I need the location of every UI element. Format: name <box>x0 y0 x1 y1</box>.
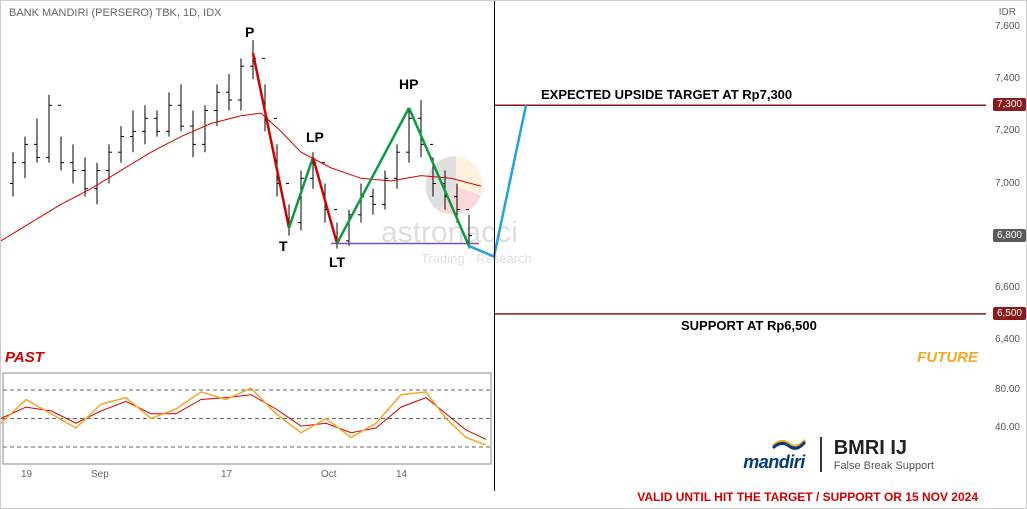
oscillator-axis: 80.00 40.00 <box>984 371 1026 466</box>
price-tick: 7,400 <box>995 73 1020 84</box>
chart-annotation: EXPECTED UPSIDE TARGET AT Rp7,300 <box>541 87 792 102</box>
past-label: PAST <box>5 349 44 366</box>
future-label: FUTURE <box>917 349 978 366</box>
pattern-point-label: LP <box>306 129 324 145</box>
ticker-symbol: BMRI IJ <box>834 437 934 460</box>
chart-annotation: SUPPORT AT Rp6,500 <box>681 318 817 333</box>
footer-panel: mandiri BMRI IJ False Break Support <box>494 424 984 484</box>
time-tick: Sep <box>91 469 109 480</box>
price-tick: 7,000 <box>995 178 1020 189</box>
price-tick: 7,200 <box>995 125 1020 136</box>
osc-tick: 40.00 <box>995 422 1020 433</box>
time-tick: Oct <box>321 469 337 480</box>
mandiri-logo: mandiri <box>743 436 805 473</box>
chart-subtitle: False Break Support <box>834 460 934 472</box>
price-highlight: 7,300 <box>993 98 1026 111</box>
pattern-point-label: HP <box>399 76 418 92</box>
price-highlight: 6,800 <box>993 229 1026 242</box>
price-tick: 6,600 <box>995 282 1020 293</box>
pattern-point-label: LT <box>329 254 345 270</box>
price-tick: 6,400 <box>995 334 1020 345</box>
price-tick: 7,600 <box>995 21 1020 32</box>
pattern-point-label: T <box>279 238 288 254</box>
ticker-box: BMRI IJ False Break Support <box>820 437 934 472</box>
time-tick: 14 <box>396 469 407 480</box>
time-tick: 17 <box>221 469 232 480</box>
price-highlight: 6,500 <box>993 307 1026 320</box>
mandiri-logo-text: mandiri <box>743 452 805 473</box>
validity-text: VALID UNTIL HIT THE TARGET / SUPPORT OR … <box>637 490 978 504</box>
chart-container: BANK MANDIRI (PERSERO) TBK, 1D, IDX IDR … <box>0 0 1027 509</box>
pattern-point-label: P <box>245 24 254 40</box>
time-tick: 19 <box>21 469 32 480</box>
osc-tick: 80.00 <box>995 384 1020 395</box>
price-axis: 7,600 7,400 7,200 7,000 6,800 6,600 6,400 7,300… <box>984 1 1026 366</box>
mandiri-ribbon-icon <box>773 436 805 450</box>
